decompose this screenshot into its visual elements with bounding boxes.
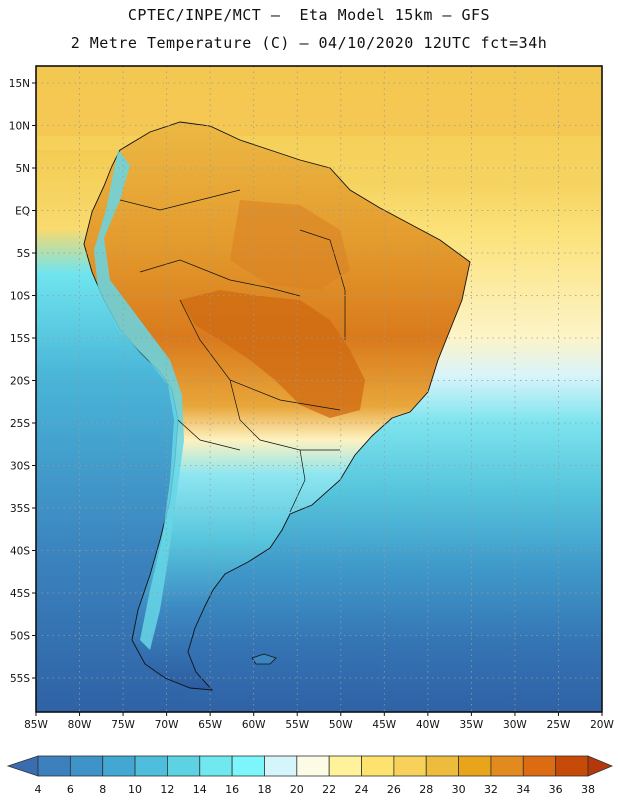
falkland-islands xyxy=(251,653,277,665)
lat-tick-label: 35S xyxy=(10,503,30,515)
colorbar-label: 36 xyxy=(549,783,563,796)
lon-tick-label: 25W xyxy=(547,719,571,731)
colorbar-box xyxy=(167,755,201,777)
colorbar-label: 6 xyxy=(67,783,74,796)
lon-tick-label: 50W xyxy=(329,719,353,731)
colorbar-box xyxy=(490,755,524,777)
lat-tick-label: 20S xyxy=(10,376,30,388)
colorbar-box xyxy=(69,755,104,777)
lat-tick-label: 15S xyxy=(10,333,30,345)
lon-tick-label: 30W xyxy=(503,719,527,731)
colorbar-label: 28 xyxy=(419,783,433,796)
colorbar-label: 34 xyxy=(516,783,530,796)
colorbar-label: 14 xyxy=(193,783,207,796)
lon-tick-label: 20W xyxy=(590,719,614,731)
lon-tick-label: 65W xyxy=(198,719,222,731)
colorbar-box xyxy=(393,755,427,777)
lon-tick-label: 85W xyxy=(24,719,48,731)
lon-tick-label: 80W xyxy=(68,719,92,731)
lon-tick-label: 45W xyxy=(372,719,396,731)
lon-tick-label: 35W xyxy=(460,719,484,731)
chart-title-line-1: CPTEC/INPE/MCT – Eta Model 15km – GFS xyxy=(127,6,491,24)
graticule xyxy=(36,66,602,712)
colorbar-low-arrow xyxy=(6,755,39,777)
colorbar-label: 8 xyxy=(99,783,106,796)
lat-tick-label: 10N xyxy=(9,121,30,133)
lat-tick-label: 5N xyxy=(15,163,30,175)
lat-tick-label: 5S xyxy=(17,248,31,260)
colorbar-box xyxy=(425,755,459,777)
colorbar-high-arrow xyxy=(587,755,614,777)
lon-tick-label: 60W xyxy=(242,719,266,731)
colorbar-box xyxy=(37,755,71,777)
colorbar-label: 16 xyxy=(225,783,239,796)
colorbar-box xyxy=(555,755,589,777)
plot-frame xyxy=(35,65,603,713)
lon-tick-label: 55W xyxy=(285,719,309,731)
lon-tick-label: 40W xyxy=(416,719,440,731)
lat-tick-label: 25S xyxy=(10,418,30,430)
lat-tick-label: 55S xyxy=(10,673,30,685)
lat-tick-label: 15N xyxy=(9,78,30,90)
colorbar-box xyxy=(522,755,557,777)
lon-tick-label: 75W xyxy=(111,719,135,731)
colorbar-label: 12 xyxy=(160,783,174,796)
lat-tick-label: 50S xyxy=(10,631,30,643)
colorbar-label: 10 xyxy=(128,783,142,796)
colorbar-box xyxy=(264,755,298,777)
colorbar-box xyxy=(458,755,492,777)
colorbar-label: 38 xyxy=(581,783,595,796)
lat-tick-label: 45S xyxy=(10,588,30,600)
longitude-axis: 85W 80W 75W 70W 65W 60W 55W 50W 45W 40W 35W 30W 25W 2… xyxy=(24,82,614,731)
colorbar-box xyxy=(296,755,330,777)
colorbar-label: 24 xyxy=(355,783,369,796)
colorbar-label: 4 xyxy=(35,783,42,796)
lat-tick-label: 30S xyxy=(10,461,30,473)
colorbar-box xyxy=(361,755,395,777)
colorbar-box xyxy=(199,755,233,777)
colorbar-label: 20 xyxy=(290,783,304,796)
heat-core xyxy=(180,290,365,418)
colorbar-label: 32 xyxy=(484,783,498,796)
chart-title-line-2: 2 Metre Temperature (C) – 04/10/2020 12U… xyxy=(70,34,548,52)
colorbar-label: 22 xyxy=(322,783,336,796)
colorbar-label: 18 xyxy=(257,783,271,796)
colorbar-label: 26 xyxy=(387,783,401,796)
colorbar-box xyxy=(328,755,362,777)
colorbar-label: 30 xyxy=(452,783,466,796)
colorbar-box xyxy=(102,755,136,777)
lat-tick-label: 40S xyxy=(10,546,30,558)
latitude-axis: 15N 10N 5N EQ 5S 10S 15S 20S 25S 30S 35S 40S 45S 50S 5… xyxy=(9,78,31,685)
lat-tick-label: 10S xyxy=(10,291,30,303)
lon-tick-label: 70W xyxy=(155,719,179,731)
lat-tick-label: EQ xyxy=(15,206,30,218)
colorbar-box xyxy=(134,755,168,777)
colorbar-box xyxy=(231,755,265,777)
colorbar: 4 6 8 10 12 14 16 18 20 22 24 26 28 30 32 34 36 38 xyxy=(6,755,614,796)
temperature-map: 15N 10N 5N EQ 5S 10S 15S 20S 25S 30S 35S 40S 45S 50S 5… xyxy=(9,65,614,731)
